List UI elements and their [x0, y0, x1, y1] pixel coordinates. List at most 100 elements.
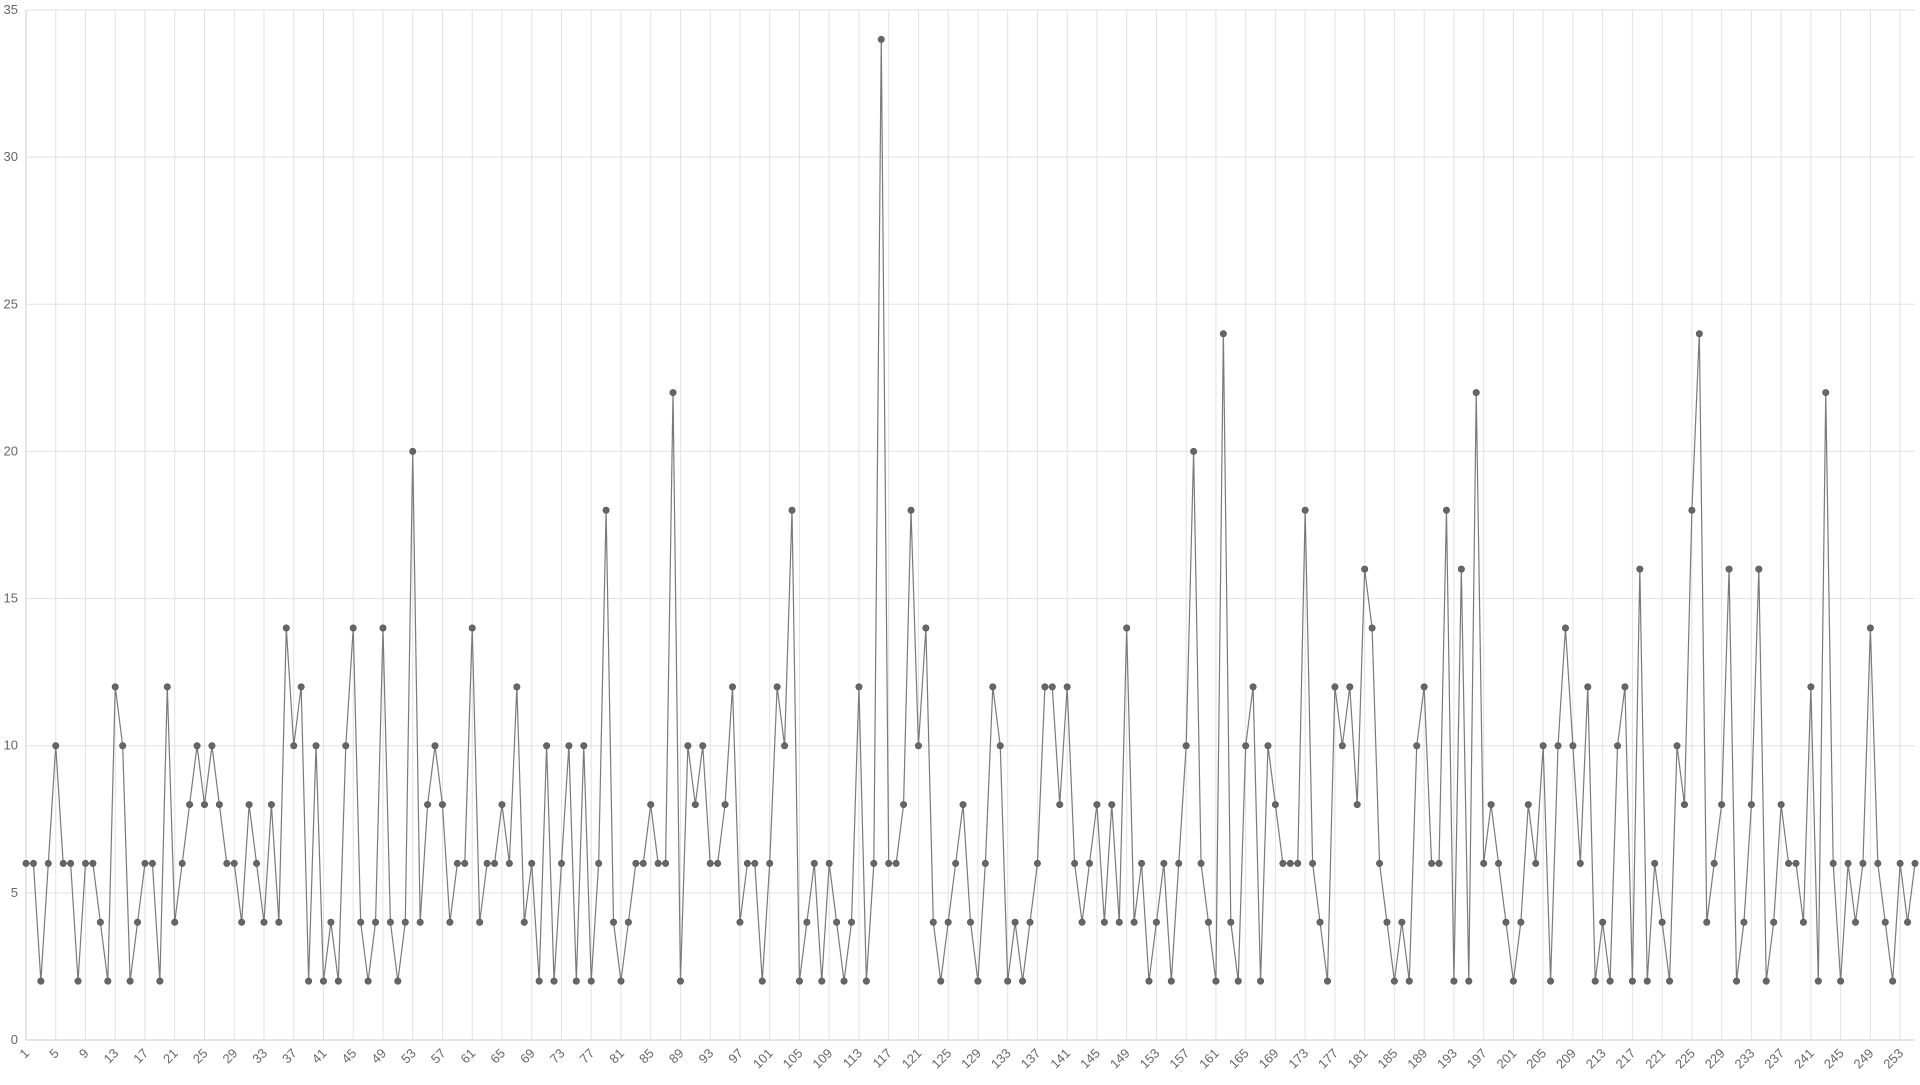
data-point [877, 35, 885, 43]
data-point [1152, 918, 1160, 926]
data-point [1368, 624, 1376, 632]
data-point [401, 918, 409, 926]
data-point [438, 801, 446, 809]
x-tick-label: 37 [279, 1046, 300, 1067]
data-point [1271, 801, 1279, 809]
data-point [1026, 918, 1034, 926]
data-point [1413, 742, 1421, 750]
data-point [1212, 977, 1220, 985]
data-point [1495, 859, 1503, 867]
x-tick-label: 113 [840, 1046, 865, 1071]
x-tick-label: 77 [576, 1046, 597, 1067]
data-point [684, 742, 692, 750]
data-point [833, 918, 841, 926]
data-point [1547, 977, 1555, 985]
x-tick-label: 117 [870, 1046, 895, 1071]
x-tick-label: 153 [1137, 1046, 1163, 1072]
data-point [922, 624, 930, 632]
data-point [468, 624, 476, 632]
data-point [1011, 918, 1019, 926]
data-point [81, 859, 89, 867]
x-tick-label: 45 [339, 1046, 360, 1067]
data-point [498, 801, 506, 809]
data-point [1561, 624, 1569, 632]
data-point [751, 859, 759, 867]
data-point [1428, 859, 1436, 867]
x-tick-label: 9 [76, 1046, 92, 1062]
data-point [1837, 977, 1845, 985]
x-tick-label: 69 [517, 1046, 538, 1067]
data-point [1777, 801, 1785, 809]
data-point [208, 742, 216, 750]
data-point [825, 859, 833, 867]
data-point [386, 918, 394, 926]
data-point [1309, 859, 1317, 867]
data-point [795, 977, 803, 985]
x-tick-label: 89 [666, 1046, 687, 1067]
data-point [952, 859, 960, 867]
x-tick-label: 85 [636, 1046, 657, 1067]
x-tick-label: 5 [46, 1046, 62, 1062]
x-tick-label: 233 [1732, 1046, 1758, 1072]
data-point [714, 859, 722, 867]
data-point [1591, 977, 1599, 985]
data-point [937, 977, 945, 985]
x-tick-label: 213 [1583, 1046, 1609, 1072]
data-point [1524, 801, 1532, 809]
data-point [1383, 918, 1391, 926]
data-point [1063, 683, 1071, 691]
data-point [1056, 801, 1064, 809]
data-point [1353, 801, 1361, 809]
data-point [1844, 859, 1852, 867]
y-tick-label: 15 [4, 591, 18, 606]
x-tick-label: 57 [428, 1046, 449, 1067]
data-point [1242, 742, 1250, 750]
data-point [305, 977, 313, 985]
data-point [572, 977, 580, 985]
data-point [1614, 742, 1622, 750]
data-point [334, 977, 342, 985]
data-point [342, 742, 350, 750]
data-point [1323, 977, 1331, 985]
series-line [26, 38, 1916, 982]
data-point [1465, 977, 1473, 985]
data-point [1896, 859, 1904, 867]
data-point [446, 918, 454, 926]
data-point [1160, 859, 1168, 867]
data-point [1450, 977, 1458, 985]
x-tick-label: 33 [249, 1046, 270, 1067]
data-point [1442, 506, 1450, 514]
data-point [1048, 683, 1056, 691]
data-point [587, 977, 595, 985]
data-point [1576, 859, 1584, 867]
data-point [550, 977, 558, 985]
data-point [1770, 918, 1778, 926]
data-point [29, 859, 37, 867]
data-point [379, 624, 387, 632]
x-tick-label: 217 [1613, 1046, 1639, 1072]
data-point [513, 683, 521, 691]
data-point [706, 859, 714, 867]
data-point [1799, 918, 1807, 926]
data-point [1651, 859, 1659, 867]
data-point [1866, 624, 1874, 632]
data-point [1539, 742, 1547, 750]
data-point [781, 742, 789, 750]
data-point [319, 977, 327, 985]
data-point [892, 859, 900, 867]
data-point [409, 447, 417, 455]
data-point [1190, 447, 1198, 455]
data-point [37, 977, 45, 985]
data-point [1569, 742, 1577, 750]
data-point [1420, 683, 1428, 691]
data-point [565, 742, 573, 750]
x-tick-label: 165 [1226, 1046, 1252, 1072]
data-point [699, 742, 707, 750]
data-point [1264, 742, 1272, 750]
data-point [1197, 859, 1205, 867]
data-point [1807, 683, 1815, 691]
x-tick-label: 189 [1404, 1046, 1430, 1072]
data-point [1710, 859, 1718, 867]
data-point [67, 859, 75, 867]
